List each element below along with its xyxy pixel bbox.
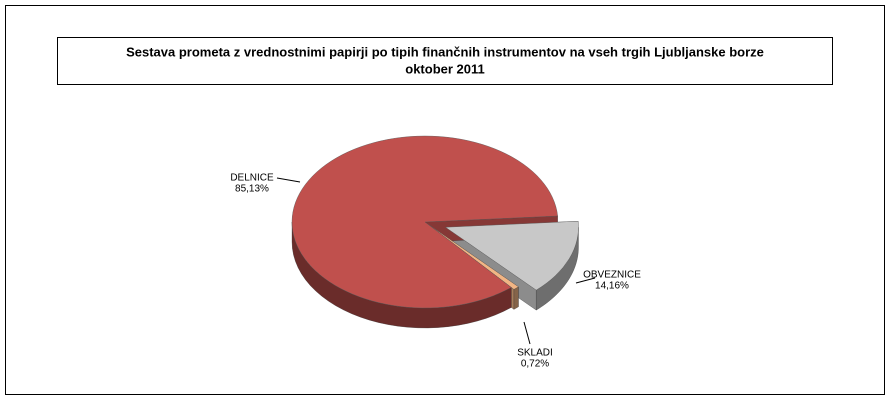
leader-line [575,277,596,284]
leader-line [276,177,301,183]
slice [444,221,579,291]
slice-label: OBVEZNICE [583,270,641,281]
title-box [57,37,833,85]
slice [427,223,519,290]
leader-line [523,321,531,345]
slice-value-label: 14,16% [595,281,629,292]
chart-subtitle: oktober 2011 [405,61,485,76]
slice-label: DELNICE [230,173,274,184]
slice [291,135,558,309]
slice-label: SKLADI [517,348,553,359]
slice-value-label: 85,13% [235,184,269,195]
slice-side [513,286,519,310]
chart-title: Sestava prometa z vrednostnimi papirji p… [126,44,764,59]
slice-value-label: 0,72% [521,359,549,370]
